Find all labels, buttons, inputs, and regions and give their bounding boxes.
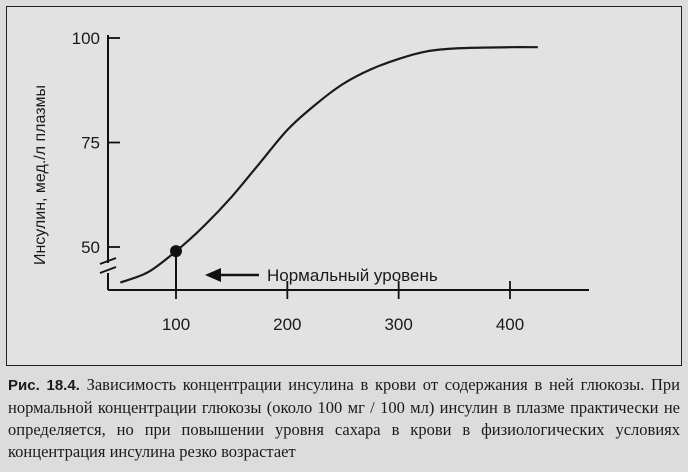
annotation-arrow-head	[205, 268, 221, 282]
y-tick-label-100: 100	[72, 29, 100, 48]
y-axis-break-mark-2	[99, 266, 117, 274]
normal-level-annotation: Нормальный уровень	[205, 266, 438, 285]
figure-caption: Рис. 18.4. Зависимость концентрации инсу…	[8, 374, 680, 463]
insulin-glucose-chart: 100 200 300 400 50 75 100 Нормальный уровень И…	[32, 29, 589, 334]
y-axis-break-mark-1	[99, 257, 117, 265]
x-tick-label-400: 400	[496, 315, 524, 334]
x-tick-label-200: 200	[273, 315, 301, 334]
caption-text: Зависимость концентрации инсулина в кров…	[8, 375, 681, 461]
x-tick-label-300: 300	[384, 315, 412, 334]
axes	[99, 35, 589, 291]
x-tick-label-100: 100	[162, 315, 190, 334]
insulin-curve	[119, 46, 538, 284]
y-tick-label-75: 75	[81, 134, 100, 153]
y-axis-label: Инсулин, мед./л плазмы	[32, 85, 49, 265]
annotation-label: Нормальный уровень	[267, 266, 438, 285]
ticks: 100 200 300 400 50 75 100	[72, 29, 525, 334]
caption-label: Рис. 18.4.	[8, 377, 80, 394]
normal-level-point	[170, 245, 182, 258]
y-tick-label-50: 50	[81, 238, 100, 257]
chart-panel: 100 200 300 400 50 75 100 Нормальный уровень И…	[6, 6, 682, 366]
